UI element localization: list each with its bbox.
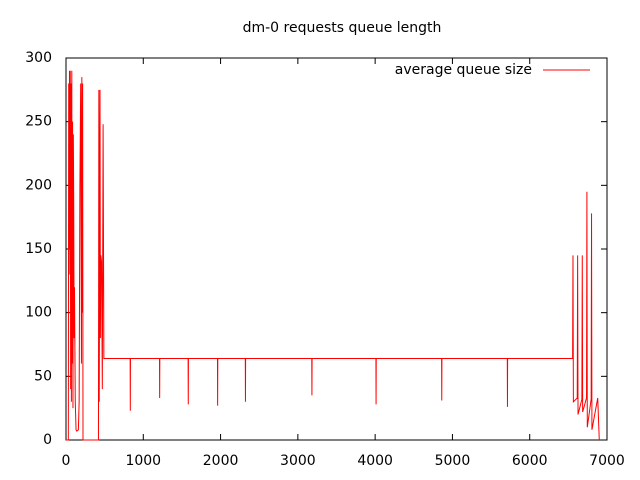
y-tick-label: 50	[34, 368, 52, 384]
x-tick-label: 4000	[357, 453, 393, 469]
y-tick-label: 250	[25, 114, 52, 130]
data-line	[66, 70, 600, 441]
chart-title: dm-0 requests queue length	[243, 20, 442, 36]
x-tick-label: 6000	[512, 453, 548, 469]
x-tick-label: 5000	[435, 453, 471, 469]
y-tick-label: 300	[25, 50, 52, 66]
x-tick-label: 0	[62, 453, 71, 469]
x-tick-label: 7000	[589, 453, 625, 469]
y-tick-label: 200	[25, 177, 52, 193]
x-tick-label: 2000	[203, 453, 239, 469]
x-tick-label: 3000	[280, 453, 316, 469]
y-tick-label: 100	[25, 305, 52, 321]
y-tick-label: 150	[25, 241, 52, 257]
x-tick-label: 1000	[125, 453, 161, 469]
y-tick-label: 0	[43, 432, 52, 448]
legend-label: average queue size	[395, 62, 532, 78]
